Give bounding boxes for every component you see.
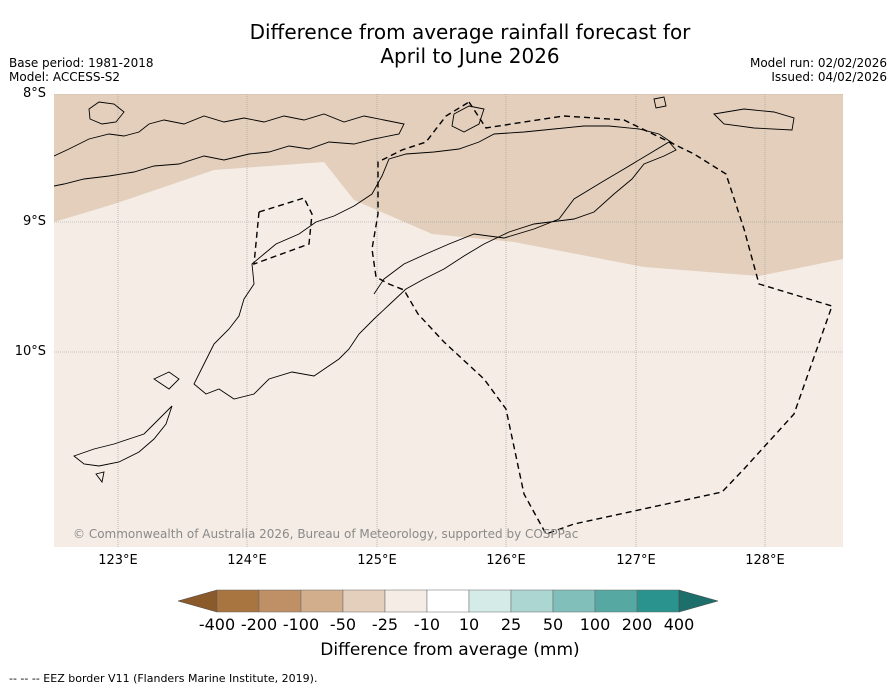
colorbar-cell <box>300 589 344 613</box>
colorbar-low-arrow <box>178 589 218 613</box>
map-icon <box>54 94 843 547</box>
colorbar-tick: 200 <box>621 615 653 634</box>
colorbar-cell <box>594 589 638 613</box>
colorbar-tick: -10 <box>413 615 441 634</box>
coastlines <box>54 96 795 484</box>
colorbar-cell <box>468 589 512 613</box>
colorbar-tick: 10 <box>458 615 480 634</box>
colorbar-cell <box>510 589 554 613</box>
meta-right: Model run: 02/02/2026 Issued: 04/02/2026 <box>750 56 887 84</box>
colorbar-cell <box>258 589 302 613</box>
model-run: Model run: 02/02/2026 <box>749 56 887 70</box>
island-small-3 <box>653 96 667 109</box>
lat-label-10s: 10°S <box>14 344 46 359</box>
title-line-1: Difference from average rainfall forecas… <box>249 20 691 44</box>
lon-label-126e: 126°E <box>486 553 526 568</box>
colorbar-tick: 400 <box>663 615 695 634</box>
copyright-notice: © Commonwealth of Australia 2026, Bureau… <box>73 527 579 541</box>
lon-label-123e: 123°E <box>98 553 138 568</box>
lat-label-9s: 9°S <box>22 214 46 229</box>
colorbar-cell <box>552 589 596 613</box>
colorbar-cell <box>426 589 470 613</box>
colorbar-cells <box>216 589 680 613</box>
island-small-4 <box>713 108 795 131</box>
colorbar-cell <box>384 589 428 613</box>
timor-coast <box>193 125 677 400</box>
lon-label-124e: 124°E <box>227 553 267 568</box>
colorbar-tick: 25 <box>500 615 522 634</box>
eez-border <box>253 101 833 535</box>
sw-islands-coast <box>73 405 173 467</box>
map-title: Difference from average rainfall forecas… <box>170 20 770 68</box>
gridlines <box>54 94 843 547</box>
colorbar-tick: -400 <box>198 615 236 634</box>
north-islands-coast <box>54 113 405 187</box>
colorbar-cell <box>216 589 260 613</box>
meta-left: Base period: 1981-2018 Model: ACCESS-S2 <box>9 56 154 84</box>
lat-label-8s: 8°S <box>22 86 46 101</box>
island-small-2 <box>451 105 485 133</box>
issued-date: Issued: 04/02/2026 <box>771 70 887 84</box>
base-period: Base period: 1981-2018 <box>9 56 154 70</box>
lon-label-127e: 127°E <box>616 553 656 568</box>
colorbar-tick: -200 <box>240 615 278 634</box>
lon-label-128e: 128°E <box>745 553 785 568</box>
colorbar-cell <box>636 589 680 613</box>
island-small-6 <box>95 471 105 484</box>
island-small-5 <box>153 371 180 390</box>
eez-footnote: -- -- -- EEZ border V11 (Flanders Marine… <box>9 672 318 685</box>
rainfall-band-north <box>54 94 843 276</box>
title-line-2: April to June 2026 <box>380 44 560 68</box>
model-name: Model: ACCESS-S2 <box>9 70 121 84</box>
colorbar-tick: -50 <box>329 615 357 634</box>
island-small-1 <box>88 101 125 125</box>
colorbar-tick: 50 <box>542 615 564 634</box>
colorbar-tick: 100 <box>579 615 611 634</box>
colorbar-tick: -25 <box>371 615 399 634</box>
map-panel <box>54 94 843 547</box>
colorbar-tick: -100 <box>282 615 320 634</box>
colorbar-cell <box>342 589 386 613</box>
colorbar-high-arrow <box>678 589 719 613</box>
lon-label-125e: 125°E <box>357 553 397 568</box>
colorbar <box>178 589 719 613</box>
colorbar-label: Difference from average (mm) <box>320 640 580 660</box>
